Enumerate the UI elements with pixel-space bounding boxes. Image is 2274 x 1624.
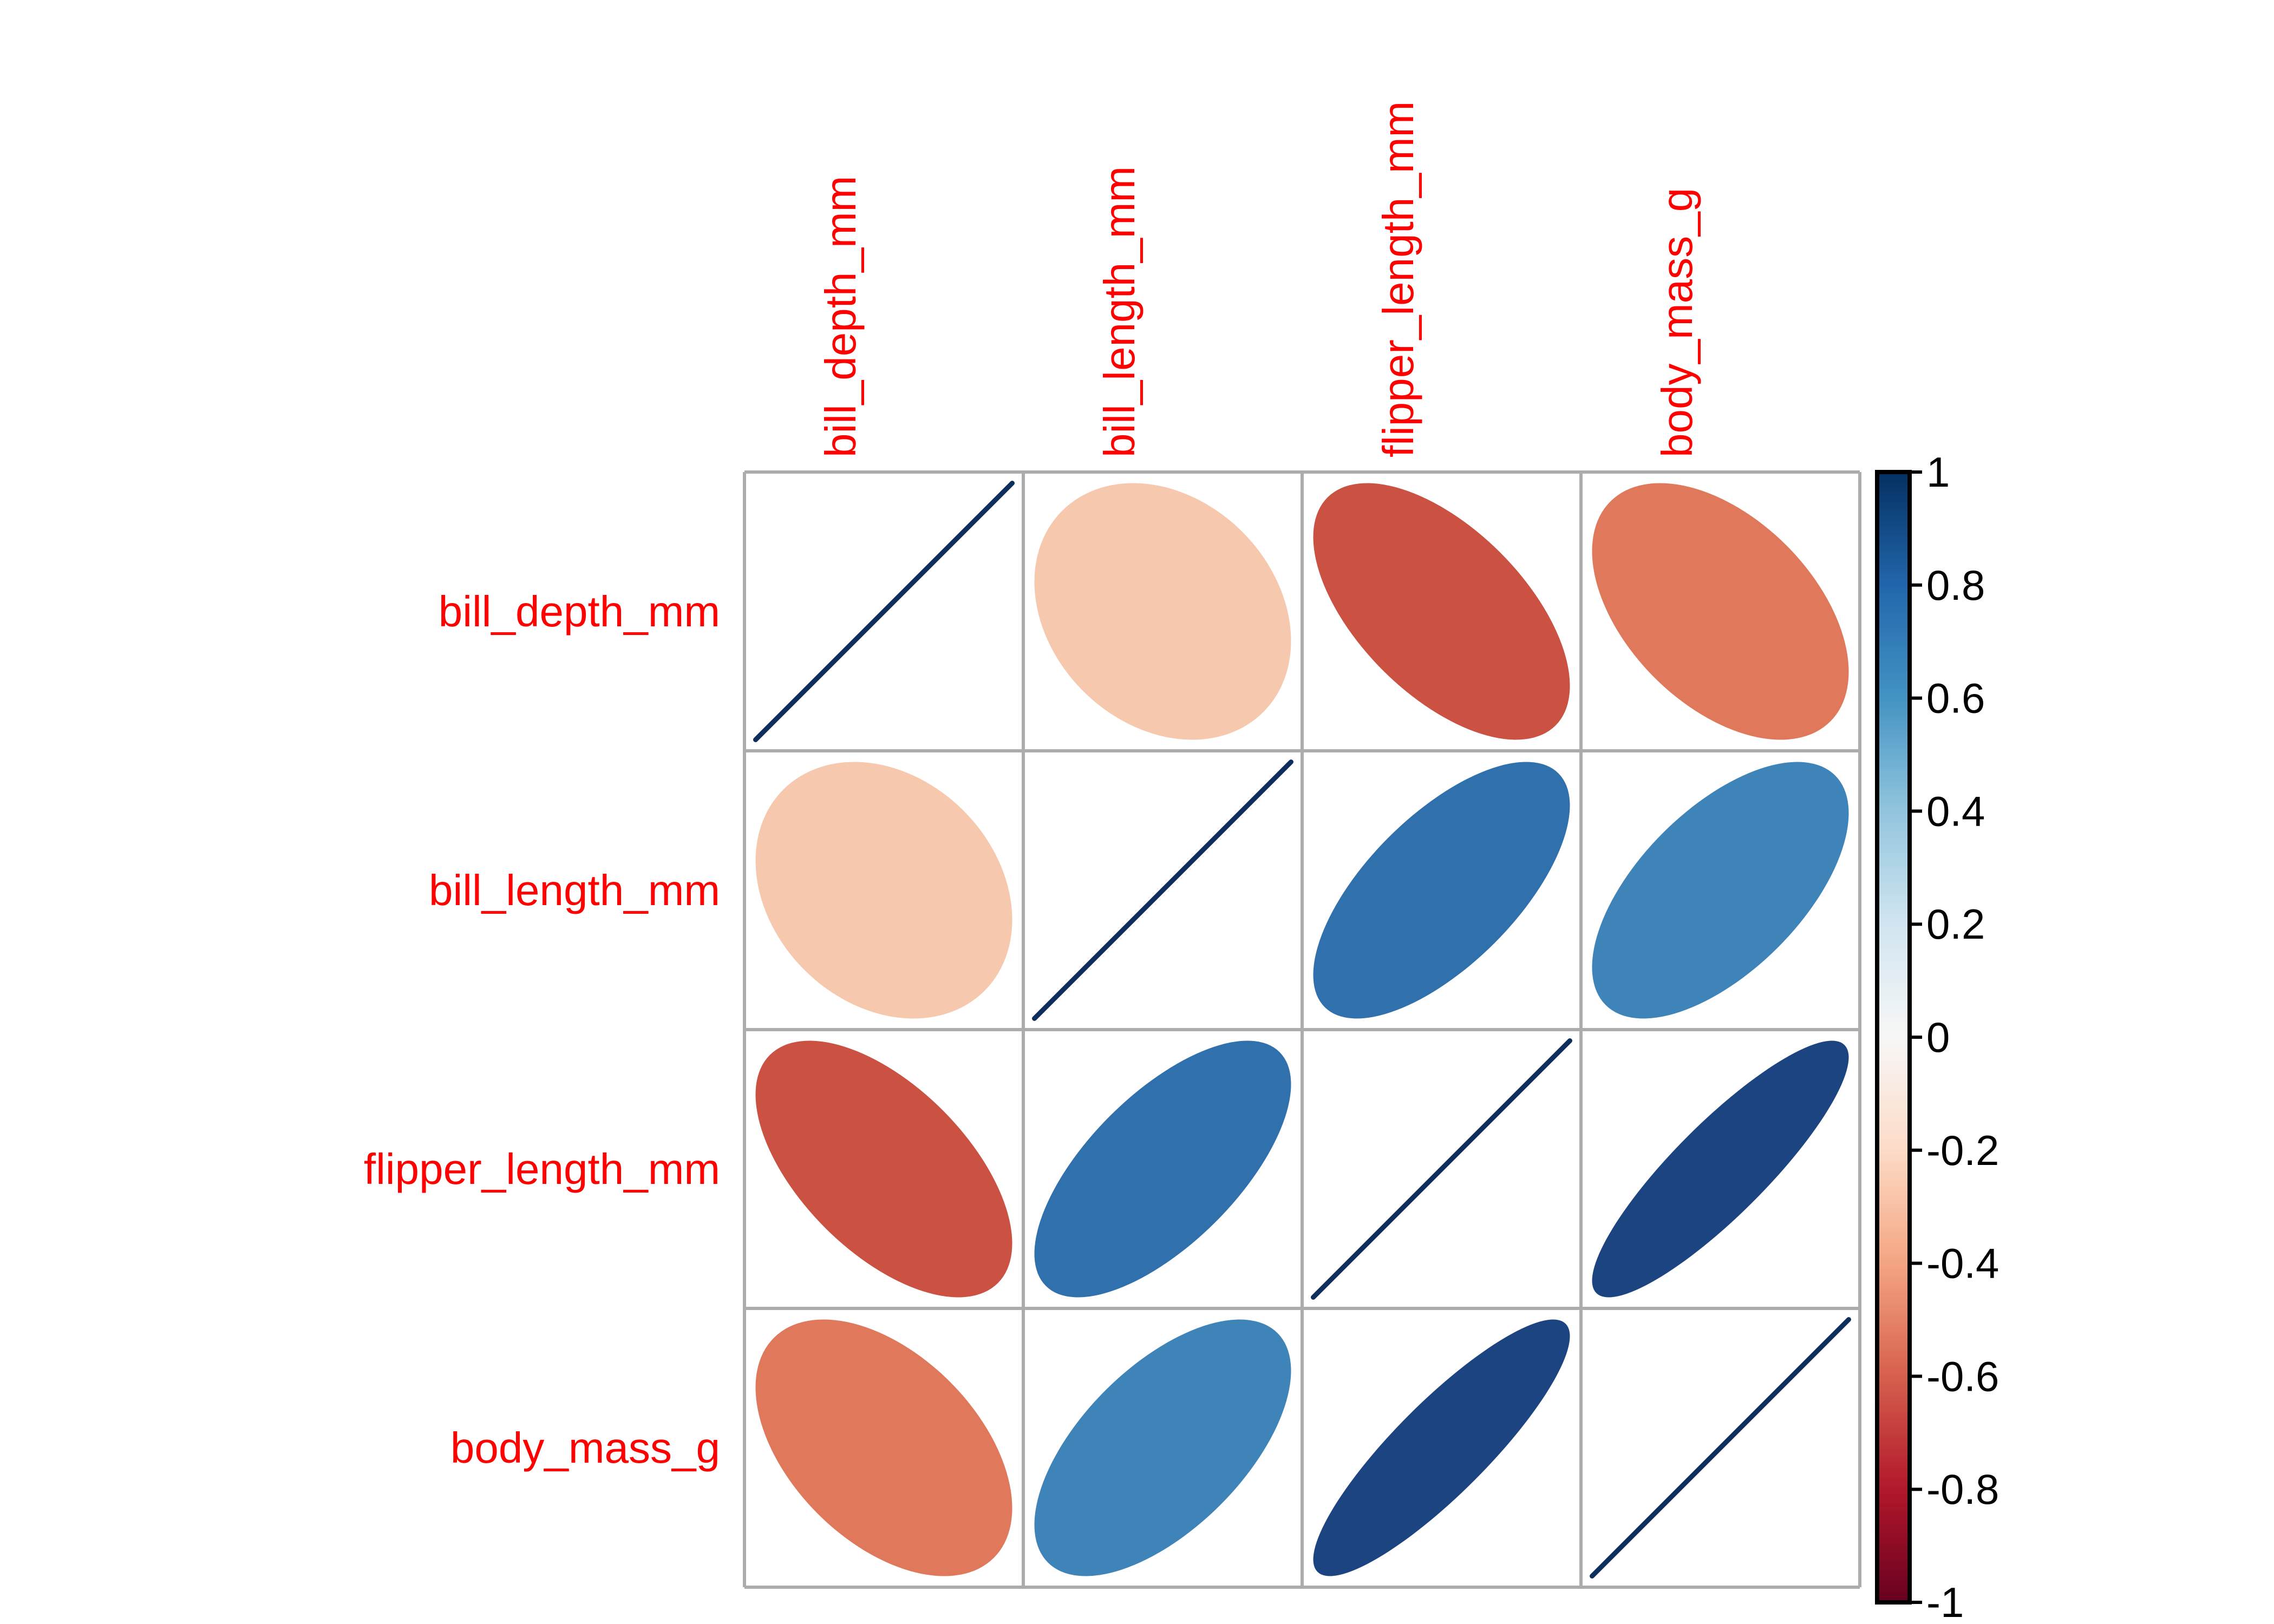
correlation-ellipse [1034,483,1291,740]
column-label-flipper_length_mm: flipper_length_mm [1374,101,1422,457]
row-label-bill_length_mm: bill_length_mm [428,866,720,914]
correlation-ellipse [1034,1319,1291,1576]
colorbar-tick-label: 1 [1926,448,1950,496]
colorbar-tick-label: 0.4 [1926,787,1985,835]
colorbar-tick-label: 0 [1926,1013,1950,1061]
correlation-ellipse [1313,1319,1570,1576]
colorbar-tick-label: -0.6 [1926,1352,1999,1400]
colorbar-tick-label: 0.6 [1926,675,1985,722]
colorbar-border [1875,470,1912,1605]
row-label-flipper_length_mm: flipper_length_mm [363,1144,720,1193]
column-label-body_mass_g: body_mass_g [1652,187,1701,457]
correlation-ellipse [1592,1040,1849,1298]
colorbar-tick-label: -1 [1926,1579,1964,1624]
row-label-bill_depth_mm: bill_depth_mm [438,587,720,636]
correlation-ellipse [1034,1040,1291,1298]
diagonal-r1-line [1032,759,1293,1021]
column-label-bill_length_mm: bill_length_mm [1095,166,1143,457]
row-label-body_mass_g: body_mass_g [450,1423,720,1472]
colorbar-tick-label: 0.2 [1926,900,1985,948]
correlation-ellipse [1592,762,1849,1019]
correlation-ellipse [755,1319,1012,1576]
diagonal-r1-line [1590,1317,1851,1579]
correlation-ellipse [755,1040,1012,1298]
colorbar-tick-label: -0.2 [1926,1127,1999,1174]
column-label-bill_depth_mm: bill_depth_mm [816,175,865,457]
diagonal-r1-line [1311,1038,1572,1300]
correlation-ellipse [755,762,1012,1019]
diagonal-r1-line [753,481,1015,742]
colorbar-tick-label: 0.8 [1926,561,1985,609]
colorbar-tick-label: -0.4 [1926,1240,1999,1287]
correlation-ellipse [1313,762,1570,1019]
correlation-ellipse [1592,483,1849,740]
colorbar-tick-label: -0.8 [1926,1465,1999,1513]
correlation-ellipse [1313,483,1570,740]
colorbar-gradient [1877,472,1910,1602]
